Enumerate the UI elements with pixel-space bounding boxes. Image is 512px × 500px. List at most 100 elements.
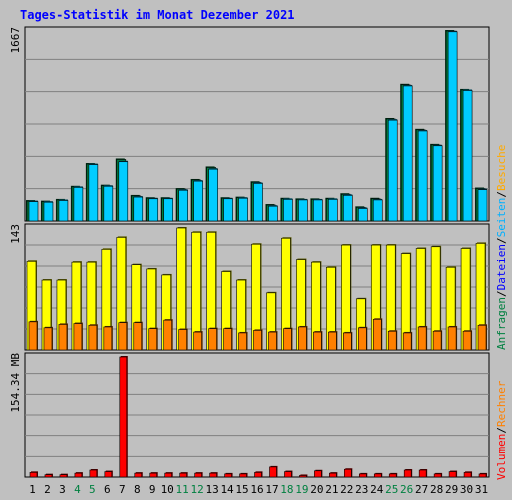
bar-volumen-day-4 (74, 472, 83, 478)
day-label: 9 (149, 483, 156, 496)
day-label: 2 (44, 483, 51, 496)
bar-dateien-day-30 (462, 90, 473, 222)
bar-dateien-day-16 (253, 183, 263, 222)
bar-besuche-day-1 (28, 321, 38, 351)
bar-volumen-day-14 (224, 473, 232, 478)
day-label: 7 (119, 483, 126, 496)
bar-besuche-day-14 (223, 328, 232, 351)
day-label: 30 (460, 483, 473, 496)
legend-requests-files-pages-visits: Anfragen/Dateien/Seiten/Besuche (495, 145, 508, 350)
legend-entry: Anfragen (495, 297, 508, 350)
bar-dateien-day-18 (283, 199, 293, 222)
bar-volumen-day-2 (44, 474, 53, 478)
day-label: 12 (191, 483, 204, 496)
legend-entry: Rechner (495, 380, 508, 427)
bar-dateien-day-19 (298, 199, 308, 222)
bar-besuche-day-23 (357, 327, 367, 351)
bar-volumen-day-16 (254, 472, 262, 478)
bar-besuche-day-15 (238, 332, 247, 351)
bar-dateien-day-31 (477, 189, 488, 222)
pages-visits-panel (24, 223, 490, 351)
bar-volumen-day-27 (418, 469, 427, 478)
bar-dateien-day-8 (133, 196, 144, 222)
day-label: 26 (400, 483, 413, 496)
bar-dateien-day-2 (43, 201, 54, 222)
requests-files-panel (24, 26, 490, 222)
bar-dateien-day-29 (447, 31, 458, 222)
day-label: 23 (355, 483, 368, 496)
bar-volumen-day-17 (269, 466, 277, 478)
bar-besuche-day-9 (148, 328, 158, 351)
day-label: 27 (415, 483, 428, 496)
bar-volumen-day-3 (59, 474, 68, 478)
bar-volumen-day-25 (388, 473, 397, 478)
bar-volumen-day-9 (149, 472, 158, 478)
bar-dateien-day-4 (73, 187, 84, 222)
day-label: 22 (340, 483, 353, 496)
day-label: 1 (29, 483, 36, 496)
bar-volumen-day-8 (134, 472, 143, 478)
bar-besuche-day-6 (103, 326, 113, 351)
legend-entry: Dateien (495, 244, 508, 290)
bar-volumen-day-20 (314, 470, 322, 478)
day-label: 4 (74, 483, 81, 496)
day-label: 8 (134, 483, 141, 496)
bar-besuche-day-5 (88, 324, 98, 351)
bar-volumen-day-18 (284, 471, 292, 478)
bar-volumen-day-31 (478, 473, 487, 478)
bar-dateien-day-22 (343, 195, 353, 222)
bar-dateien-day-27 (417, 130, 428, 222)
bar-besuche-day-8 (133, 322, 143, 351)
bar-volumen-day-19 (299, 475, 307, 478)
bar-dateien-day-14 (223, 198, 233, 222)
bar-besuche-day-26 (402, 332, 412, 351)
day-label: 5 (89, 483, 96, 496)
day-axis: 1 2 3 4 5 6 7 8 9 10 11 12 13 14 15 16 17 18 19 20 21 22 23 24 2… (29, 483, 488, 496)
panel2-ymax-label: 143 (9, 224, 22, 244)
bar-dateien-day-21 (328, 199, 338, 222)
bar-besuche-day-21 (328, 331, 337, 351)
bar-dateien-day-7 (118, 161, 129, 222)
bar-volumen-day-29 (448, 471, 457, 478)
bar-dateien-day-12 (193, 180, 203, 222)
legend-entry: Seiten (495, 198, 508, 238)
panel1-ymax-label: 1667 (9, 27, 22, 54)
day-label: 19 (295, 483, 308, 496)
bar-volumen-day-24 (373, 473, 382, 478)
bar-dateien-day-24 (372, 199, 383, 222)
bar-volumen-day-10 (164, 472, 173, 478)
bar-volumen-day-23 (358, 473, 367, 478)
day-label: 28 (430, 483, 443, 496)
day-label: 11 (176, 483, 189, 496)
bar-volumen-day-1 (29, 472, 38, 478)
day-label: 3 (59, 483, 66, 496)
bar-besuche-day-27 (417, 326, 427, 351)
day-label: 10 (161, 483, 174, 496)
bar-besuche-day-16 (253, 330, 262, 351)
legend-entry: / (495, 191, 508, 198)
day-label: 13 (205, 483, 218, 496)
bar-dateien-day-13 (208, 168, 218, 222)
day-label: 6 (104, 483, 111, 496)
bar-besuche-day-17 (268, 331, 277, 351)
bar-volumen-day-13 (209, 472, 217, 478)
day-label: 29 (445, 483, 458, 496)
bar-volumen-day-12 (194, 472, 202, 478)
day-label: 16 (250, 483, 263, 496)
bar-besuche-day-3 (58, 324, 68, 351)
day-label: 17 (265, 483, 278, 496)
bar-dateien-day-25 (387, 119, 398, 222)
day-label: 18 (280, 483, 293, 496)
panel3-ymax-label: 154.34 MB (9, 353, 22, 413)
day-label: 14 (220, 483, 234, 496)
bar-dateien-day-11 (178, 189, 188, 222)
bar-besuche-day-11 (178, 329, 187, 351)
bar-volumen-day-28 (433, 473, 442, 478)
bar-volumen-day-7 (119, 356, 128, 478)
bar-dateien-day-20 (313, 199, 323, 222)
day-label: 31 (475, 483, 488, 496)
bar-dateien-day-3 (58, 200, 69, 222)
bar-dateien-day-6 (103, 185, 114, 222)
legend-entry: / (495, 290, 508, 297)
bar-volumen-day-5 (89, 469, 98, 478)
